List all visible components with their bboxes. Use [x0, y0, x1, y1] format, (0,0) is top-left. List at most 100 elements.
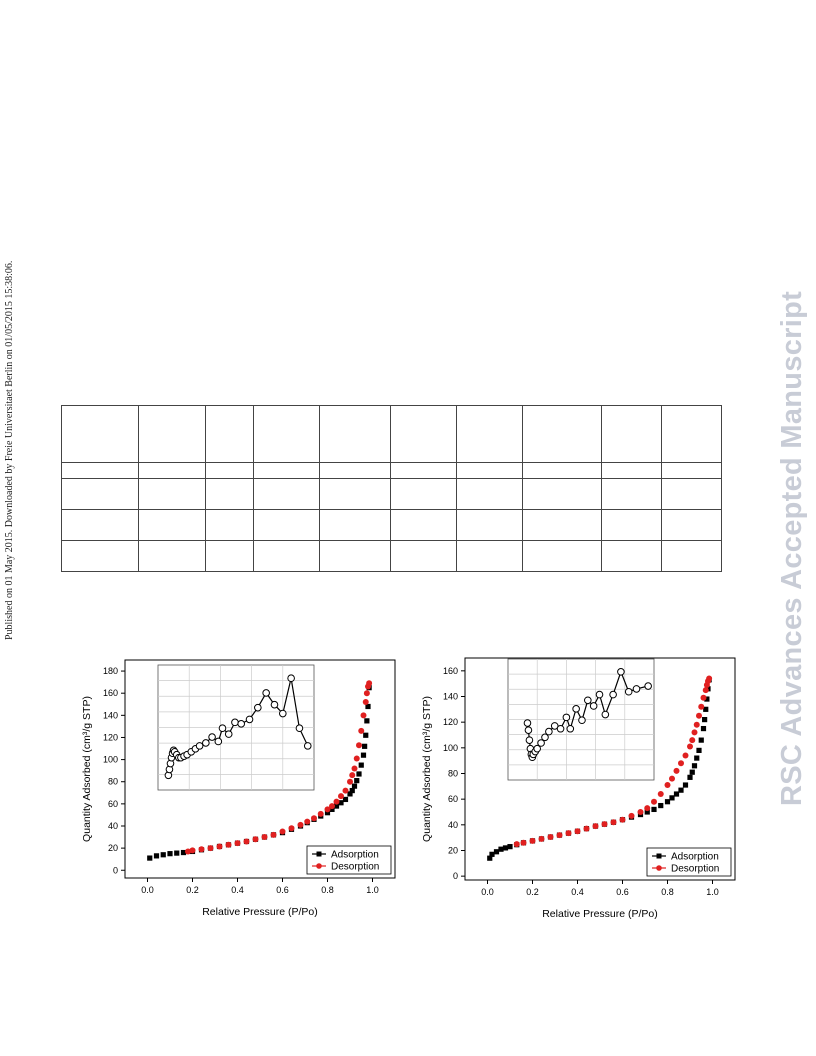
desorption-point	[687, 743, 693, 750]
inset-point	[279, 709, 287, 718]
x-tick-label: 1.0	[366, 885, 379, 895]
x-axis-label: Relative Pressure (P/Po)	[202, 906, 318, 918]
table-cell	[205, 462, 254, 479]
table-header-row	[61, 405, 722, 463]
adsorption-point	[694, 755, 700, 761]
adsorption-point	[498, 846, 504, 852]
legend-entry: Adsorption	[331, 850, 379, 861]
y-tick-label: 120	[103, 732, 118, 742]
desorption-point	[673, 767, 680, 774]
legend	[306, 845, 392, 875]
desorption-point	[556, 832, 563, 839]
x-tick-label: 0.6	[276, 885, 289, 895]
inset-point	[524, 726, 533, 734]
desorption-point	[628, 812, 635, 819]
table-cell	[522, 478, 602, 510]
adsorption-point	[682, 782, 689, 788]
inset-point	[601, 710, 610, 719]
desorption-point	[678, 760, 684, 767]
watermark-sidebar: RSC Advances Accepted Manuscript	[772, 240, 812, 820]
table-cell	[61, 540, 139, 572]
adsorption-point	[180, 849, 187, 856]
inset-point	[537, 739, 545, 747]
inset-point	[262, 689, 270, 697]
inset-point	[541, 733, 549, 742]
table-cell	[456, 462, 523, 479]
plot-frame	[124, 659, 396, 879]
desorption-point	[324, 806, 331, 813]
inset-point	[617, 668, 625, 676]
y-tick-label: 100	[103, 755, 118, 765]
inset-point	[202, 739, 210, 747]
adsorption-point	[342, 796, 349, 803]
adsorption-point	[351, 783, 358, 789]
y-tick-label: 80	[108, 777, 118, 787]
adsorption-point	[487, 855, 493, 861]
table-cell	[661, 462, 722, 479]
inset-point	[589, 702, 598, 710]
inset-point	[533, 744, 541, 753]
table-cell	[253, 462, 320, 479]
desorption-point	[360, 712, 367, 719]
inset-point	[624, 687, 633, 696]
adsorption-point	[502, 845, 509, 851]
desorption-point	[207, 845, 214, 852]
inset-point	[218, 724, 227, 733]
desorption-point	[304, 818, 311, 825]
desorption-point	[565, 830, 572, 837]
adsorption-point	[333, 803, 340, 809]
y-tick-label: 20	[108, 843, 118, 853]
isotherm-chart-left: 0.0 0.2 0.4 0.6 0.8 1.0 0 20 40 60 80 100 120 140 160 1…	[81, 659, 396, 918]
adsorption-point	[160, 852, 166, 858]
legend	[646, 847, 732, 877]
adsorption-point	[329, 806, 335, 812]
desorption-point	[349, 772, 356, 779]
desorption-point	[225, 841, 232, 848]
inset-point	[609, 690, 617, 699]
table-cell	[390, 509, 457, 541]
desorption-point	[338, 793, 344, 800]
table-cell	[205, 540, 254, 572]
table-cell	[601, 405, 662, 463]
inset-point	[644, 682, 652, 690]
adsorption-point	[698, 737, 704, 743]
desorption-point	[619, 816, 626, 823]
adsorption-point	[696, 747, 702, 753]
table-cell	[319, 540, 391, 572]
adsorption-point	[700, 725, 707, 732]
desorption-point	[513, 841, 520, 848]
adsorption-point	[664, 799, 671, 805]
desorption-point	[297, 821, 304, 828]
adsorption-point	[174, 850, 180, 856]
desorption-point	[700, 694, 707, 701]
desorption-point	[342, 787, 349, 794]
adsorption-point	[689, 769, 695, 775]
adsorption-point	[349, 787, 355, 794]
y-axis-label: Quantity Adsorbed (cm³/g STP)	[81, 696, 93, 842]
table-row	[61, 478, 722, 510]
table-cell	[456, 540, 523, 572]
table-cell	[138, 405, 206, 463]
adsorption-point	[167, 851, 173, 857]
adsorption-point	[365, 703, 371, 710]
adsorption-point	[354, 778, 360, 784]
x-axis-label: Relative Pressure (P/Po)	[542, 908, 658, 920]
table-cell	[456, 509, 523, 541]
inset-point	[525, 736, 534, 744]
desorption-point	[347, 778, 353, 785]
adsorption-point	[489, 851, 495, 857]
x-tick-label: 0.0	[481, 887, 494, 897]
desorption-point	[329, 803, 335, 810]
desorption-point	[270, 831, 277, 838]
y-tick-label: 40	[448, 820, 458, 830]
table-cell	[522, 462, 602, 479]
adsorption-point	[347, 791, 353, 797]
desorption-point	[583, 825, 590, 832]
desorption-point	[682, 752, 689, 759]
desorption-point	[288, 825, 295, 832]
y-tick-label: 60	[108, 799, 118, 809]
desorption-point	[637, 808, 644, 815]
desorption-point	[311, 815, 317, 822]
table-cell	[522, 540, 602, 572]
table-cell	[390, 540, 457, 572]
